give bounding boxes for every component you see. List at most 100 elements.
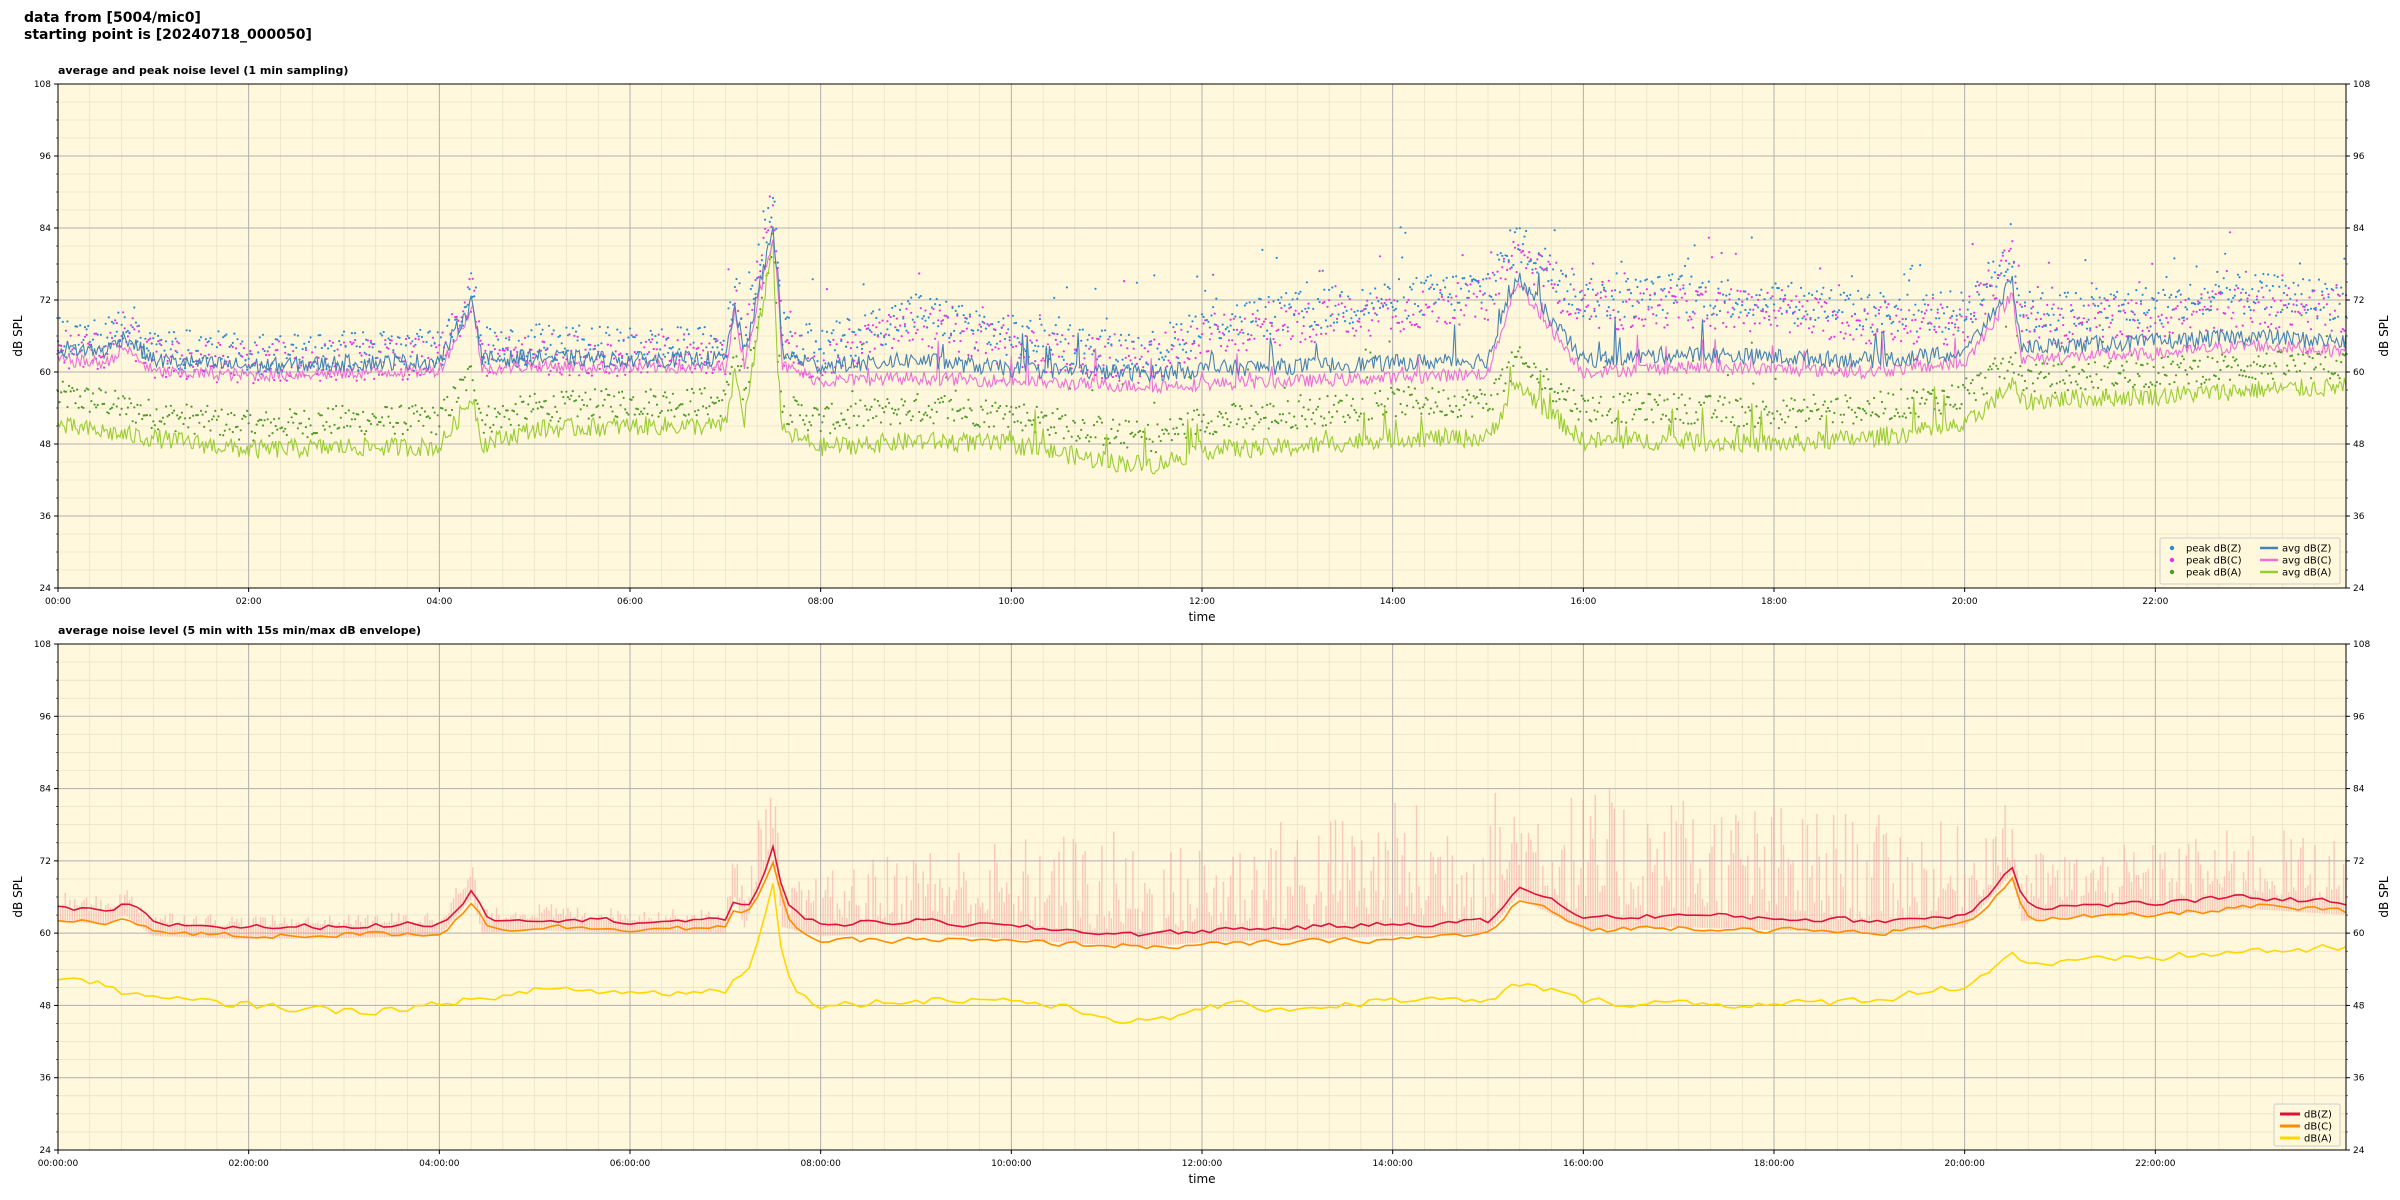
peak-point xyxy=(441,331,444,334)
peak-point xyxy=(1776,286,1779,290)
peak-point xyxy=(1067,342,1070,345)
peak-point xyxy=(1040,359,1043,362)
peak-point xyxy=(2327,293,2330,296)
peak-point xyxy=(82,365,85,368)
peak-point xyxy=(1283,323,1286,326)
peak-point xyxy=(1061,334,1064,337)
peak-point xyxy=(1451,275,1455,278)
peak-point xyxy=(1598,326,1601,329)
peak-point xyxy=(478,407,481,410)
peak-point xyxy=(964,320,967,323)
peak-point xyxy=(2189,326,2192,329)
peak-point xyxy=(2178,366,2181,369)
peak-point xyxy=(1056,343,1059,346)
peak-point xyxy=(473,289,476,292)
peak-point xyxy=(2281,279,2284,282)
peak-point xyxy=(2143,312,2146,315)
peak-point xyxy=(268,346,271,349)
peak-point xyxy=(382,330,385,334)
peak-point xyxy=(365,430,368,433)
peak-point xyxy=(242,414,245,417)
peak-point xyxy=(783,405,786,408)
peak-point xyxy=(1348,322,1351,325)
peak-point xyxy=(1936,402,1939,405)
peak-point xyxy=(1629,393,1633,396)
peak-point xyxy=(1971,378,1974,382)
peak-point xyxy=(590,414,594,417)
peak-point xyxy=(2157,291,2160,295)
peak-point xyxy=(1107,338,1110,341)
peak-point xyxy=(1633,413,1636,416)
peak-point xyxy=(1523,254,1526,257)
peak-point xyxy=(595,405,598,409)
peak-point xyxy=(1459,414,1463,417)
peak-point xyxy=(2095,287,2098,290)
peak-point xyxy=(1396,300,1399,303)
peak-point xyxy=(2282,372,2286,375)
peak-point xyxy=(1534,267,1537,270)
peak-point xyxy=(1887,303,1890,306)
peak-point xyxy=(198,421,201,424)
peak-point xyxy=(1823,400,1826,403)
peak-point xyxy=(433,341,436,344)
peak-point xyxy=(2179,293,2182,296)
peak-point xyxy=(1024,334,1027,338)
peak-point xyxy=(2232,296,2235,299)
peak-point xyxy=(2244,270,2247,273)
peak-point xyxy=(2097,386,2100,389)
peak-point xyxy=(1488,407,1491,410)
peak-point xyxy=(1483,317,1486,320)
peak-point xyxy=(999,404,1002,408)
peak-point xyxy=(246,409,249,412)
y-tick-label: 36 xyxy=(40,512,52,522)
peak-point xyxy=(107,316,110,319)
peak-point xyxy=(1567,387,1571,390)
peak-point xyxy=(1855,319,1858,322)
peak-point xyxy=(756,260,759,263)
peak-point xyxy=(2144,383,2147,386)
peak-point xyxy=(1057,316,1061,319)
peak-point xyxy=(1965,377,1968,380)
peak-point xyxy=(1318,397,1321,400)
peak-point xyxy=(168,331,171,334)
peak-point xyxy=(385,346,388,349)
peak-point xyxy=(597,404,600,407)
peak-point xyxy=(134,321,137,324)
peak-point xyxy=(1728,293,1731,296)
peak-point xyxy=(373,377,376,380)
peak-point xyxy=(1796,317,1799,320)
peak-point xyxy=(559,334,562,337)
peak-point xyxy=(1008,410,1011,413)
peak-point xyxy=(700,357,703,360)
peak-point xyxy=(1318,300,1321,304)
peak-point xyxy=(2068,331,2071,334)
peak-point xyxy=(2184,306,2187,309)
peak-point xyxy=(1299,340,1302,344)
peak-point xyxy=(1121,358,1124,361)
peak-point xyxy=(1900,308,1903,311)
peak-point xyxy=(1814,318,1817,322)
peak-point xyxy=(2290,323,2294,326)
peak-point xyxy=(1199,351,1202,354)
peak-point xyxy=(2058,294,2062,297)
peak-point xyxy=(1696,293,1699,296)
peak-point xyxy=(1842,337,1845,340)
peak-point xyxy=(1088,333,1091,337)
peak-point xyxy=(702,405,705,408)
peak-point xyxy=(1942,312,1946,315)
peak-point xyxy=(676,326,679,329)
peak-point xyxy=(149,414,152,417)
peak-point xyxy=(2052,313,2055,316)
peak-point xyxy=(1321,269,1324,272)
peak-point xyxy=(1903,412,1906,415)
peak-point xyxy=(1115,358,1118,361)
peak-point xyxy=(400,343,403,346)
peak-point xyxy=(1113,333,1116,336)
peak-point xyxy=(1089,436,1092,439)
peak-point xyxy=(1736,399,1739,402)
peak-point xyxy=(941,319,945,322)
peak-point xyxy=(619,331,622,334)
peak-point xyxy=(1253,337,1256,340)
peak-point xyxy=(169,348,172,351)
